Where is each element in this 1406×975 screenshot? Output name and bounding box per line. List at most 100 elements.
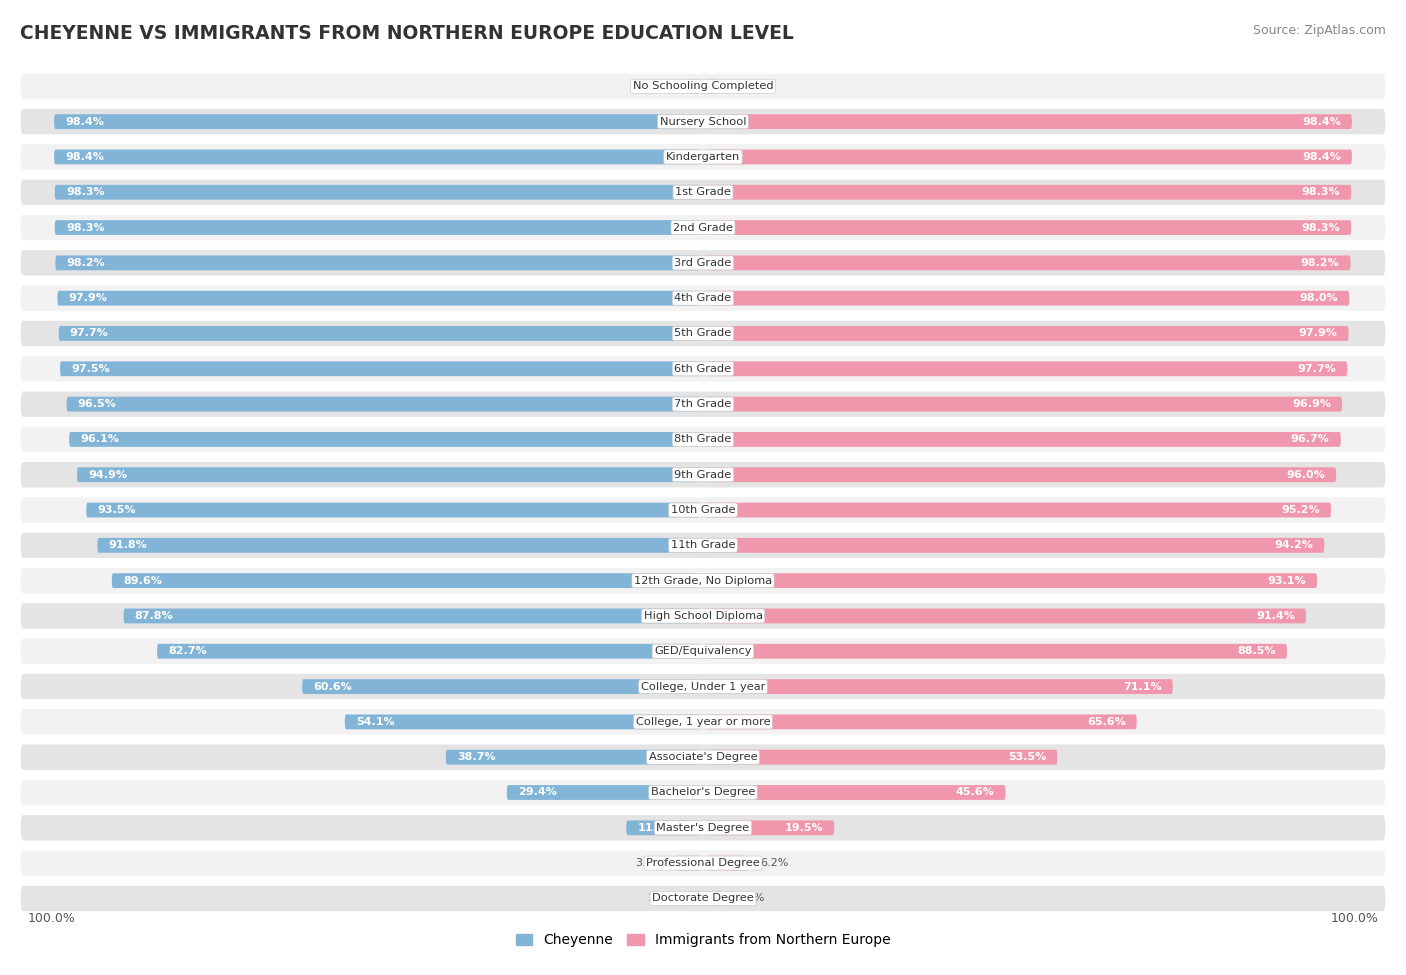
Text: 82.7%: 82.7%	[169, 646, 207, 656]
Text: Doctorate Degree: Doctorate Degree	[652, 893, 754, 904]
Text: GED/Equivalency: GED/Equivalency	[654, 646, 752, 656]
Text: 29.4%: 29.4%	[517, 788, 557, 798]
Text: 98.3%: 98.3%	[66, 222, 104, 233]
Text: Source: ZipAtlas.com: Source: ZipAtlas.com	[1253, 24, 1386, 37]
FancyBboxPatch shape	[55, 255, 700, 270]
Text: 98.2%: 98.2%	[66, 257, 105, 268]
FancyBboxPatch shape	[112, 573, 700, 588]
FancyBboxPatch shape	[706, 680, 1173, 694]
Text: Nursery School: Nursery School	[659, 117, 747, 127]
FancyBboxPatch shape	[53, 149, 700, 165]
FancyBboxPatch shape	[706, 79, 717, 94]
FancyBboxPatch shape	[706, 503, 1331, 518]
FancyBboxPatch shape	[626, 820, 700, 836]
Text: 54.1%: 54.1%	[356, 717, 395, 727]
Legend: Cheyenne, Immigrants from Northern Europe: Cheyenne, Immigrants from Northern Europ…	[510, 928, 896, 953]
Text: 1.7%: 1.7%	[731, 81, 759, 92]
Text: 97.9%: 97.9%	[69, 293, 107, 303]
Text: 98.3%: 98.3%	[1302, 187, 1340, 197]
FancyBboxPatch shape	[124, 608, 700, 623]
FancyBboxPatch shape	[55, 220, 700, 235]
Text: 6.2%: 6.2%	[761, 858, 789, 868]
FancyBboxPatch shape	[706, 820, 834, 836]
Text: 53.5%: 53.5%	[1008, 752, 1046, 762]
FancyBboxPatch shape	[706, 185, 1351, 200]
FancyBboxPatch shape	[689, 891, 700, 906]
Text: 98.4%: 98.4%	[65, 117, 104, 127]
FancyBboxPatch shape	[21, 321, 1385, 346]
FancyBboxPatch shape	[706, 750, 1057, 764]
FancyBboxPatch shape	[69, 432, 700, 447]
Text: 98.4%: 98.4%	[1302, 117, 1341, 127]
FancyBboxPatch shape	[21, 74, 1385, 99]
Text: 9th Grade: 9th Grade	[675, 470, 731, 480]
FancyBboxPatch shape	[21, 144, 1385, 170]
FancyBboxPatch shape	[686, 79, 700, 94]
Text: 100.0%: 100.0%	[27, 913, 75, 925]
FancyBboxPatch shape	[706, 432, 1341, 447]
Text: 12th Grade, No Diploma: 12th Grade, No Diploma	[634, 575, 772, 586]
FancyBboxPatch shape	[97, 538, 700, 553]
Text: 1.6%: 1.6%	[648, 893, 676, 904]
Text: 11th Grade: 11th Grade	[671, 540, 735, 550]
FancyBboxPatch shape	[706, 220, 1351, 235]
Text: 71.1%: 71.1%	[1123, 682, 1161, 691]
FancyBboxPatch shape	[60, 362, 700, 376]
Text: CHEYENNE VS IMMIGRANTS FROM NORTHERN EUROPE EDUCATION LEVEL: CHEYENNE VS IMMIGRANTS FROM NORTHERN EUR…	[20, 24, 793, 43]
Text: 7th Grade: 7th Grade	[675, 399, 731, 410]
FancyBboxPatch shape	[21, 885, 1385, 911]
FancyBboxPatch shape	[21, 356, 1385, 381]
Text: 94.9%: 94.9%	[89, 470, 127, 480]
Text: 96.5%: 96.5%	[77, 399, 117, 410]
FancyBboxPatch shape	[21, 639, 1385, 664]
Text: 2nd Grade: 2nd Grade	[673, 222, 733, 233]
FancyBboxPatch shape	[446, 750, 700, 764]
FancyBboxPatch shape	[66, 397, 700, 411]
Text: 98.0%: 98.0%	[1299, 293, 1339, 303]
Text: 97.7%: 97.7%	[70, 329, 108, 338]
FancyBboxPatch shape	[58, 291, 700, 305]
FancyBboxPatch shape	[21, 427, 1385, 452]
Text: Master's Degree: Master's Degree	[657, 823, 749, 833]
Text: 91.4%: 91.4%	[1256, 611, 1295, 621]
FancyBboxPatch shape	[706, 856, 747, 871]
FancyBboxPatch shape	[86, 503, 700, 518]
Text: 87.8%: 87.8%	[135, 611, 173, 621]
FancyBboxPatch shape	[706, 362, 1347, 376]
FancyBboxPatch shape	[706, 573, 1317, 588]
FancyBboxPatch shape	[706, 291, 1350, 305]
Text: 8th Grade: 8th Grade	[675, 435, 731, 445]
FancyBboxPatch shape	[21, 567, 1385, 594]
Text: 95.2%: 95.2%	[1281, 505, 1320, 515]
Text: 96.9%: 96.9%	[1292, 399, 1331, 410]
FancyBboxPatch shape	[21, 179, 1385, 205]
FancyBboxPatch shape	[21, 109, 1385, 135]
FancyBboxPatch shape	[21, 815, 1385, 840]
FancyBboxPatch shape	[676, 856, 700, 871]
Text: 98.3%: 98.3%	[1302, 222, 1340, 233]
FancyBboxPatch shape	[21, 780, 1385, 805]
Text: 89.6%: 89.6%	[122, 575, 162, 586]
FancyBboxPatch shape	[21, 532, 1385, 558]
FancyBboxPatch shape	[21, 286, 1385, 311]
Text: 88.5%: 88.5%	[1237, 646, 1275, 656]
Text: 6th Grade: 6th Grade	[675, 364, 731, 373]
Text: 60.6%: 60.6%	[314, 682, 352, 691]
Text: Professional Degree: Professional Degree	[647, 858, 759, 868]
FancyBboxPatch shape	[55, 185, 700, 200]
Text: 2.1%: 2.1%	[644, 81, 673, 92]
FancyBboxPatch shape	[706, 891, 723, 906]
Text: Associate's Degree: Associate's Degree	[648, 752, 758, 762]
Text: 2.6%: 2.6%	[737, 893, 765, 904]
Text: 10th Grade: 10th Grade	[671, 505, 735, 515]
FancyBboxPatch shape	[21, 745, 1385, 770]
Text: 96.0%: 96.0%	[1286, 470, 1324, 480]
FancyBboxPatch shape	[21, 214, 1385, 240]
Text: 97.5%: 97.5%	[72, 364, 110, 373]
Text: 98.4%: 98.4%	[65, 152, 104, 162]
Text: 19.5%: 19.5%	[785, 823, 823, 833]
Text: College, Under 1 year: College, Under 1 year	[641, 682, 765, 691]
FancyBboxPatch shape	[21, 674, 1385, 699]
Text: 98.2%: 98.2%	[1301, 257, 1340, 268]
Text: 4th Grade: 4th Grade	[675, 293, 731, 303]
